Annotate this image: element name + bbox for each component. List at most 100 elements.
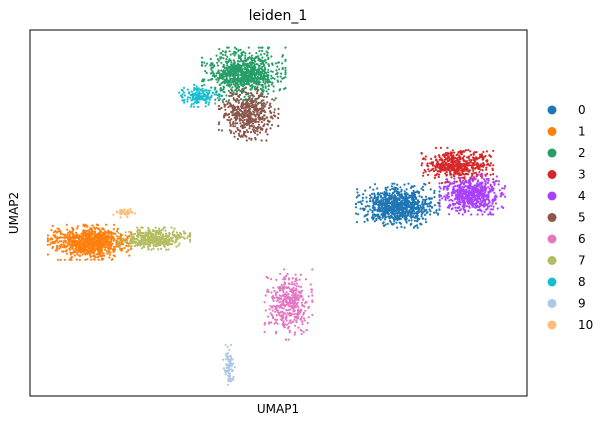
scatter-point xyxy=(79,249,82,252)
scatter-point xyxy=(282,301,285,305)
cluster-0-points xyxy=(354,182,441,229)
scatter-point xyxy=(366,217,369,221)
scatter-point xyxy=(215,78,218,81)
scatter-point xyxy=(490,208,493,211)
scatter-point xyxy=(238,114,241,117)
scatter-point xyxy=(453,166,456,169)
scatter-point xyxy=(259,101,262,104)
scatter-point xyxy=(242,70,245,73)
scatter-point xyxy=(404,197,407,200)
scatter-point xyxy=(476,198,479,201)
scatter-point xyxy=(396,187,399,190)
scatter-point xyxy=(472,202,475,206)
scatter-point xyxy=(244,91,247,94)
scatter-point xyxy=(406,193,409,196)
scatter-point xyxy=(381,216,384,219)
scatter-point xyxy=(90,258,93,261)
scatter-point xyxy=(284,87,287,90)
scatter-point xyxy=(282,294,285,297)
scatter-point xyxy=(260,111,263,115)
scatter-point xyxy=(384,196,387,199)
scatter-point xyxy=(258,64,261,67)
scatter-point xyxy=(474,187,477,190)
scatter-point xyxy=(421,162,424,165)
scatter-point xyxy=(459,201,462,204)
scatter-point xyxy=(246,106,249,109)
scatter-point xyxy=(492,178,495,181)
scatter-point xyxy=(250,71,253,75)
scatter-point xyxy=(244,134,247,137)
scatter-point xyxy=(462,190,465,193)
scatter-point xyxy=(244,79,247,83)
scatter-point xyxy=(293,299,296,302)
scatter-point xyxy=(297,326,300,329)
scatter-point xyxy=(75,249,78,252)
scatter-point xyxy=(204,64,207,67)
scatter-point xyxy=(105,223,108,226)
scatter-point xyxy=(161,228,164,231)
scatter-point xyxy=(476,163,479,166)
scatter-point xyxy=(108,241,111,244)
cluster-2-points xyxy=(200,46,287,102)
scatter-point xyxy=(390,198,393,201)
scatter-point xyxy=(97,252,100,255)
scatter-point xyxy=(229,70,232,73)
scatter-point xyxy=(268,322,271,325)
scatter-point xyxy=(429,188,432,191)
scatter-point xyxy=(235,47,238,51)
cluster-3-points xyxy=(420,146,495,185)
scatter-point xyxy=(452,164,455,167)
scatter-point xyxy=(480,184,483,187)
scatter-point xyxy=(466,162,469,165)
scatter-point xyxy=(254,129,257,132)
scatter-point xyxy=(266,92,270,95)
scatter-point xyxy=(223,71,226,75)
scatter-point xyxy=(287,322,290,325)
scatter-point xyxy=(281,287,284,290)
scatter-point xyxy=(234,64,237,67)
scatter-point xyxy=(499,195,502,198)
scatter-point xyxy=(288,329,291,332)
scatter-point xyxy=(71,235,74,238)
scatter-point xyxy=(386,201,389,204)
scatter-point xyxy=(229,124,232,127)
scatter-point xyxy=(211,63,214,66)
scatter-point xyxy=(232,121,235,124)
scatter-point xyxy=(438,205,441,208)
scatter-point xyxy=(492,205,495,208)
scatter-point xyxy=(478,171,481,174)
scatter-point xyxy=(245,139,248,142)
scatter-point xyxy=(448,159,451,162)
scatter-point xyxy=(466,172,469,176)
scatter-point xyxy=(422,188,425,192)
scatter-point xyxy=(476,192,479,196)
scatter-point xyxy=(266,54,269,57)
scatter-point xyxy=(281,319,284,322)
scatter-point xyxy=(463,186,466,189)
scatter-point xyxy=(170,239,173,242)
scatter-point xyxy=(228,50,231,53)
scatter-point xyxy=(277,296,280,299)
scatter-point xyxy=(246,69,249,72)
scatter-point xyxy=(455,163,458,166)
scatter-point xyxy=(421,185,424,188)
scatter-point xyxy=(54,249,57,252)
scatter-point xyxy=(234,122,237,125)
scatter-point xyxy=(491,167,494,170)
scatter-point xyxy=(479,186,482,189)
scatter-point xyxy=(279,272,282,275)
scatter-point xyxy=(464,165,467,169)
scatter-point xyxy=(118,235,121,238)
scatter-point xyxy=(95,223,99,226)
scatter-point xyxy=(81,243,84,246)
scatter-point xyxy=(224,54,227,57)
scatter-point xyxy=(460,196,463,199)
scatter-point xyxy=(245,100,249,103)
scatter-point xyxy=(247,120,250,123)
scatter-point xyxy=(372,202,376,205)
scatter-point xyxy=(243,98,246,101)
scatter-point xyxy=(456,190,459,193)
scatter-point xyxy=(108,248,111,251)
scatter-point xyxy=(393,206,396,209)
scatter-point xyxy=(267,84,270,87)
